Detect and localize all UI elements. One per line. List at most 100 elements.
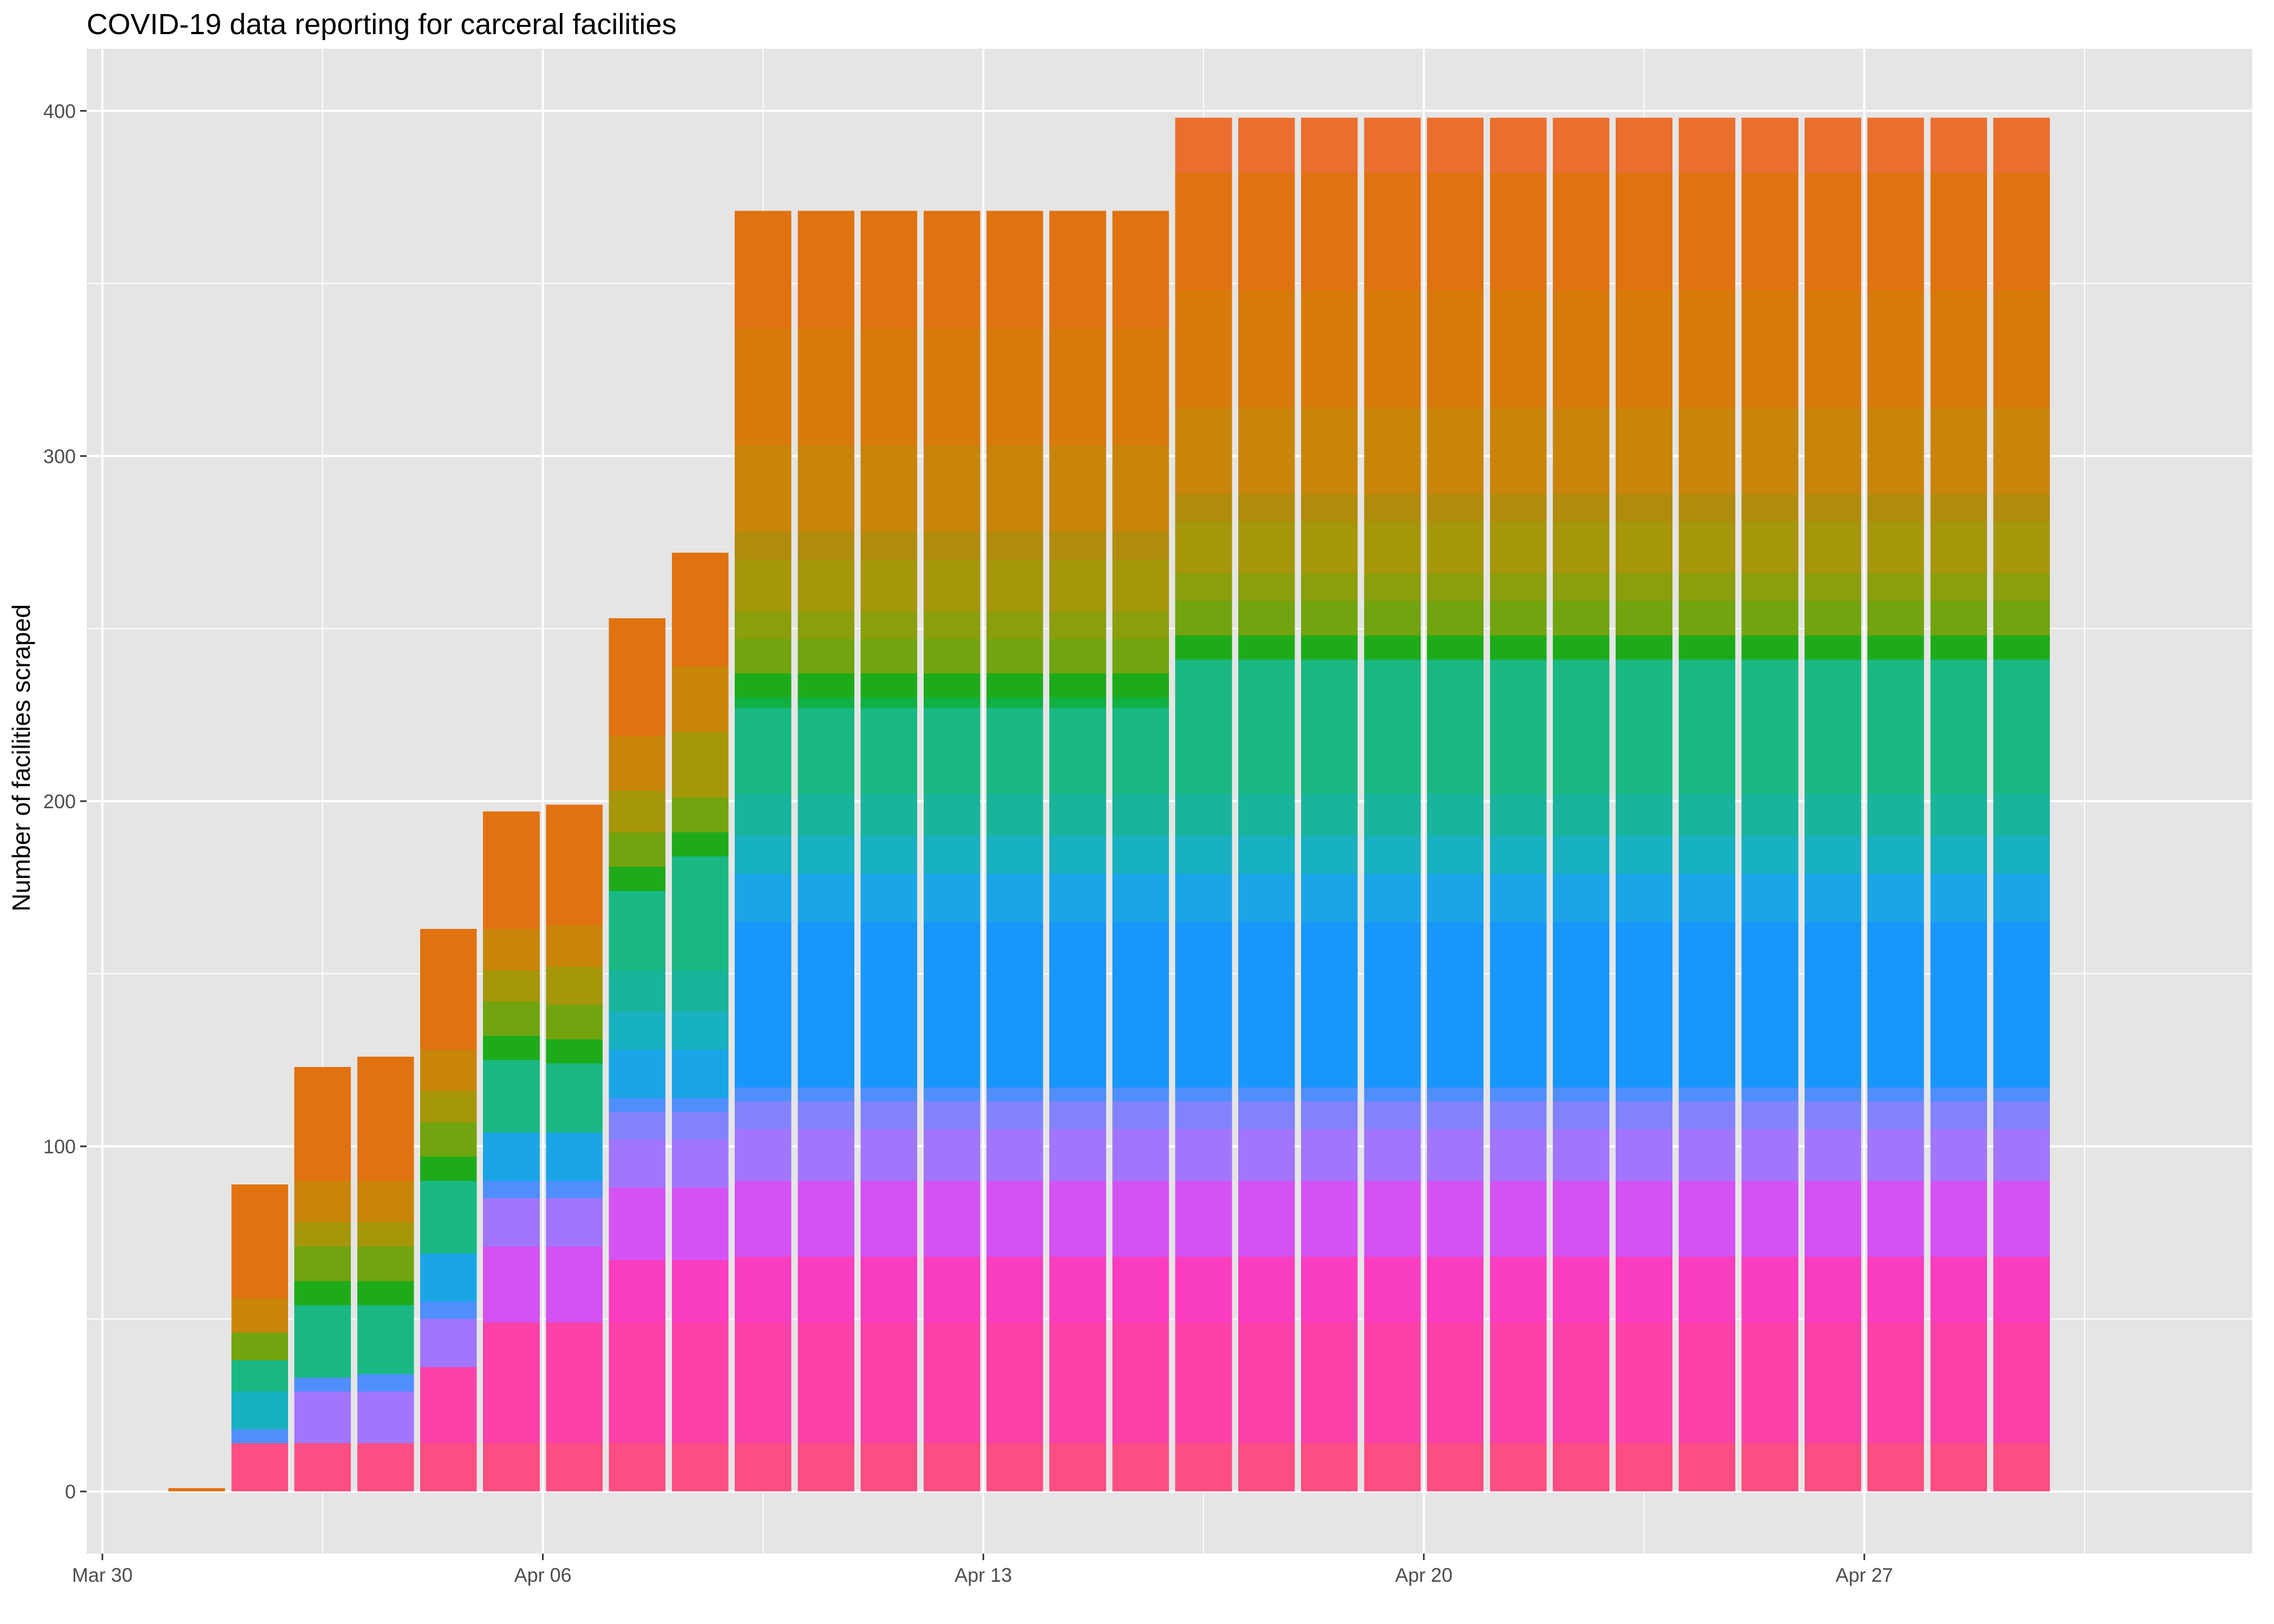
bar-segment bbox=[923, 1129, 981, 1181]
bar-segment bbox=[1049, 611, 1106, 639]
bar-segment bbox=[1741, 494, 1799, 522]
bar-segment bbox=[1427, 1088, 1484, 1102]
bar-segment bbox=[1364, 290, 1421, 408]
bar-segment bbox=[671, 970, 729, 1012]
bar-segment bbox=[986, 835, 1043, 874]
bar-segment bbox=[1175, 635, 1232, 660]
bar-segment bbox=[1678, 1088, 1736, 1102]
bar-segment bbox=[1301, 290, 1358, 408]
bar-stack bbox=[1238, 117, 1295, 1492]
bar-segment bbox=[1364, 1181, 1421, 1257]
bar-segment bbox=[1049, 328, 1106, 446]
bar-segment bbox=[1112, 673, 1169, 698]
bar-segment bbox=[986, 1101, 1043, 1129]
bar-segment bbox=[923, 611, 981, 639]
bar-segment bbox=[1867, 521, 1924, 574]
bar-segment bbox=[1049, 446, 1106, 532]
bar-stack bbox=[1301, 117, 1358, 1492]
bar-segment bbox=[1993, 873, 2050, 922]
bar-segment bbox=[1112, 1322, 1169, 1443]
x-tick-label: Apr 20 bbox=[1395, 1564, 1453, 1586]
bar-segment bbox=[1741, 173, 1799, 291]
bar-segment bbox=[1301, 173, 1358, 291]
bar-segment bbox=[671, 732, 729, 798]
x-tick-label: Apr 27 bbox=[1835, 1564, 1893, 1586]
bar-segment bbox=[1427, 117, 1484, 173]
bar-segment bbox=[1112, 559, 1169, 612]
bar-segment bbox=[1049, 639, 1106, 674]
bar-segment bbox=[483, 1060, 540, 1133]
bar-stack bbox=[1993, 117, 2050, 1492]
bar-segment bbox=[735, 673, 792, 698]
bar-segment bbox=[798, 922, 854, 1088]
bar-segment bbox=[1930, 873, 1987, 922]
bar-segment bbox=[546, 925, 603, 967]
bar-stack bbox=[1804, 117, 1861, 1492]
bar-segment bbox=[1930, 635, 1987, 660]
bar-segment bbox=[923, 1101, 981, 1129]
bar-segment bbox=[1489, 494, 1547, 522]
bar-stack bbox=[1678, 117, 1736, 1492]
bar-stack bbox=[923, 211, 981, 1492]
bar-segment bbox=[1427, 835, 1484, 874]
bar-segment bbox=[1993, 1129, 2050, 1181]
bar-segment bbox=[860, 1256, 918, 1322]
bar-segment bbox=[1238, 835, 1295, 874]
bar-segment bbox=[860, 673, 918, 698]
bar-segment bbox=[1301, 794, 1358, 836]
bar-segment bbox=[357, 1391, 414, 1443]
bar-segment bbox=[1427, 635, 1484, 660]
bar-segment bbox=[294, 1305, 351, 1378]
bar-segment bbox=[1175, 873, 1232, 922]
bar-segment bbox=[1741, 1181, 1799, 1257]
bar-segment bbox=[1804, 635, 1861, 660]
bar-segment bbox=[1112, 835, 1169, 874]
bar-segment bbox=[546, 1443, 603, 1492]
bar-segment bbox=[1301, 573, 1358, 601]
bar-segment bbox=[1678, 408, 1736, 494]
bar-stack bbox=[735, 211, 792, 1492]
bar-segment bbox=[986, 1256, 1043, 1322]
bar-segment bbox=[1867, 573, 1924, 601]
bar-segment bbox=[1364, 117, 1421, 173]
bar-segment bbox=[1175, 494, 1232, 522]
bar-segment bbox=[1993, 659, 2050, 795]
bar-segment bbox=[860, 697, 918, 708]
bar-segment bbox=[1301, 408, 1358, 494]
bar-segment bbox=[1741, 573, 1799, 601]
bar-segment bbox=[420, 1050, 477, 1091]
bar-segment bbox=[1993, 117, 2050, 173]
bar-stack bbox=[1175, 117, 1232, 1492]
bar-segment bbox=[1678, 1181, 1736, 1257]
bar-segment bbox=[798, 1101, 854, 1129]
bar-segment bbox=[1616, 635, 1672, 660]
bar-segment bbox=[923, 328, 981, 446]
bar-segment bbox=[1930, 573, 1987, 601]
bar-segment bbox=[923, 532, 981, 560]
bar-segment bbox=[1301, 494, 1358, 522]
bar-segment bbox=[860, 532, 918, 560]
bar-segment bbox=[1804, 922, 1861, 1088]
bar-segment bbox=[1804, 521, 1861, 574]
bar-segment bbox=[1112, 611, 1169, 639]
bar-segment bbox=[420, 928, 477, 1050]
bar-segment bbox=[1804, 494, 1861, 522]
bar-segment bbox=[483, 1181, 540, 1199]
bar-segment bbox=[986, 873, 1043, 922]
bar-segment bbox=[1930, 290, 1987, 408]
bar-segment bbox=[609, 735, 666, 791]
bar-segment bbox=[1804, 1256, 1861, 1322]
bar-segment bbox=[609, 618, 666, 736]
bar-segment bbox=[735, 611, 792, 639]
bar-segment bbox=[1175, 521, 1232, 574]
bar-stack bbox=[1867, 117, 1924, 1492]
bar-segment bbox=[1616, 1443, 1672, 1492]
bar-segment bbox=[860, 922, 918, 1088]
bar-segment bbox=[357, 1281, 414, 1305]
bar-segment bbox=[735, 1088, 792, 1102]
bar-segment bbox=[1049, 1256, 1106, 1322]
bar-segment bbox=[1489, 1443, 1547, 1492]
bar-segment bbox=[1741, 659, 1799, 795]
x-axis: Mar 30 Apr 06 Apr 13 Apr 20 Apr 27 bbox=[72, 1554, 1893, 1586]
bar-segment bbox=[1427, 494, 1484, 522]
